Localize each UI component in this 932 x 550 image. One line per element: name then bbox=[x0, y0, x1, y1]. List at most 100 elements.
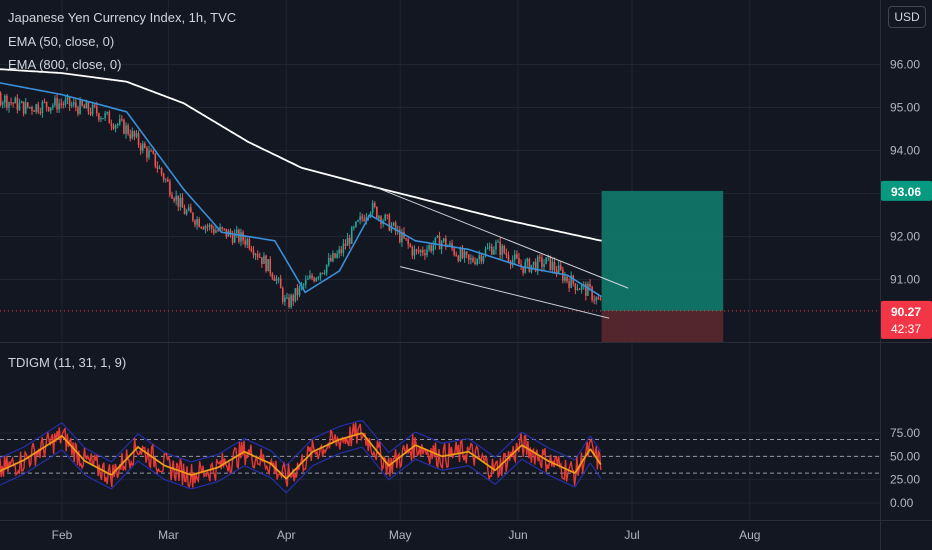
candle-body bbox=[453, 248, 455, 255]
time-axis-label: Aug bbox=[739, 528, 760, 542]
candle-body bbox=[330, 257, 332, 262]
candle-body bbox=[33, 110, 35, 112]
candle-body bbox=[426, 249, 428, 256]
candle-body bbox=[129, 134, 132, 139]
candle-body bbox=[4, 95, 6, 103]
candle-body bbox=[536, 256, 539, 272]
candle-body bbox=[267, 259, 269, 272]
candle-body bbox=[196, 218, 198, 225]
candle-body bbox=[286, 297, 288, 299]
candle-body bbox=[35, 104, 37, 112]
candle-body bbox=[344, 243, 347, 246]
candle-body bbox=[346, 237, 349, 246]
candle-body bbox=[125, 125, 127, 134]
candle-body bbox=[304, 279, 307, 285]
candle-body bbox=[518, 257, 520, 265]
candle-body bbox=[12, 102, 14, 104]
price-axis-label: 94.00 bbox=[890, 144, 920, 158]
candle-body bbox=[43, 101, 46, 103]
candle-body bbox=[14, 97, 17, 104]
candle-body bbox=[599, 299, 602, 301]
candle-body bbox=[288, 297, 290, 307]
candle-body bbox=[484, 249, 487, 257]
candle-body bbox=[317, 277, 320, 279]
candle-body bbox=[194, 220, 196, 225]
candle-body bbox=[173, 198, 175, 201]
candle-body bbox=[555, 270, 558, 274]
candle-body bbox=[24, 102, 27, 114]
candle-body bbox=[177, 195, 180, 207]
candle-body bbox=[244, 240, 246, 245]
candle-body bbox=[557, 265, 560, 274]
oscillator-axis-label: 0.00 bbox=[890, 496, 914, 510]
candle-body bbox=[181, 197, 184, 208]
candle-body bbox=[463, 251, 466, 258]
candle-body bbox=[233, 233, 236, 243]
candle-body bbox=[334, 253, 336, 258]
candle-body bbox=[438, 235, 441, 250]
current-price-badge bbox=[881, 300, 932, 339]
candle-body bbox=[106, 112, 109, 114]
candle-body bbox=[54, 97, 56, 106]
candle-body bbox=[171, 195, 173, 199]
candle-body bbox=[72, 102, 75, 105]
candle-body bbox=[302, 284, 305, 286]
currency-button[interactable]: USD bbox=[888, 6, 926, 28]
candle-body bbox=[499, 241, 501, 256]
candle-body bbox=[6, 95, 8, 108]
candle-body bbox=[355, 221, 357, 227]
candle-body bbox=[359, 216, 361, 221]
candle-body bbox=[315, 277, 318, 282]
candle-body bbox=[192, 212, 194, 221]
candle-body bbox=[187, 207, 190, 211]
candle-body bbox=[91, 104, 94, 115]
candle-body bbox=[202, 227, 205, 230]
candle-body bbox=[321, 272, 324, 274]
candle-body bbox=[8, 102, 10, 108]
candle-body bbox=[363, 218, 366, 222]
candle-body bbox=[298, 286, 301, 296]
candle-body bbox=[116, 124, 119, 126]
candle-body bbox=[373, 202, 376, 207]
candle-body bbox=[169, 181, 171, 196]
candle-body bbox=[108, 112, 111, 124]
candle-body bbox=[407, 239, 409, 245]
candle-body bbox=[217, 230, 219, 232]
candle-body bbox=[213, 228, 215, 233]
candle-body bbox=[432, 245, 435, 251]
candle-body bbox=[10, 102, 12, 104]
candle-body bbox=[179, 197, 182, 207]
candle-body bbox=[62, 103, 65, 105]
time-axis-label: Jul bbox=[624, 528, 639, 542]
candle-body bbox=[507, 255, 510, 262]
candle-body bbox=[501, 245, 504, 256]
time-axis-label: Feb bbox=[52, 528, 73, 542]
candle-body bbox=[114, 125, 117, 129]
candle-body bbox=[520, 264, 522, 267]
oscillator-lower-band bbox=[0, 446, 602, 494]
candle-body bbox=[83, 105, 86, 109]
candle-body bbox=[85, 102, 88, 109]
candle-body bbox=[261, 257, 263, 265]
candle-body bbox=[490, 246, 493, 255]
candle-body bbox=[511, 259, 514, 265]
candle-body bbox=[146, 147, 148, 158]
candle-body bbox=[451, 243, 453, 249]
candle-body bbox=[0, 92, 2, 105]
candle-body bbox=[284, 297, 286, 302]
candle-body bbox=[144, 143, 146, 148]
candle-body bbox=[467, 254, 470, 260]
ema50-legend: EMA (50, close, 0) bbox=[8, 34, 115, 49]
candle-body bbox=[29, 107, 31, 109]
candle-body bbox=[338, 249, 341, 254]
candle-body bbox=[167, 179, 169, 182]
candle-body bbox=[60, 103, 63, 105]
candle-body bbox=[281, 288, 284, 302]
candle-body bbox=[574, 283, 577, 290]
candle-body bbox=[428, 245, 430, 250]
candle-body bbox=[497, 241, 499, 243]
candle-body bbox=[148, 150, 150, 158]
candle-body bbox=[595, 297, 598, 301]
candle-body bbox=[585, 284, 587, 296]
